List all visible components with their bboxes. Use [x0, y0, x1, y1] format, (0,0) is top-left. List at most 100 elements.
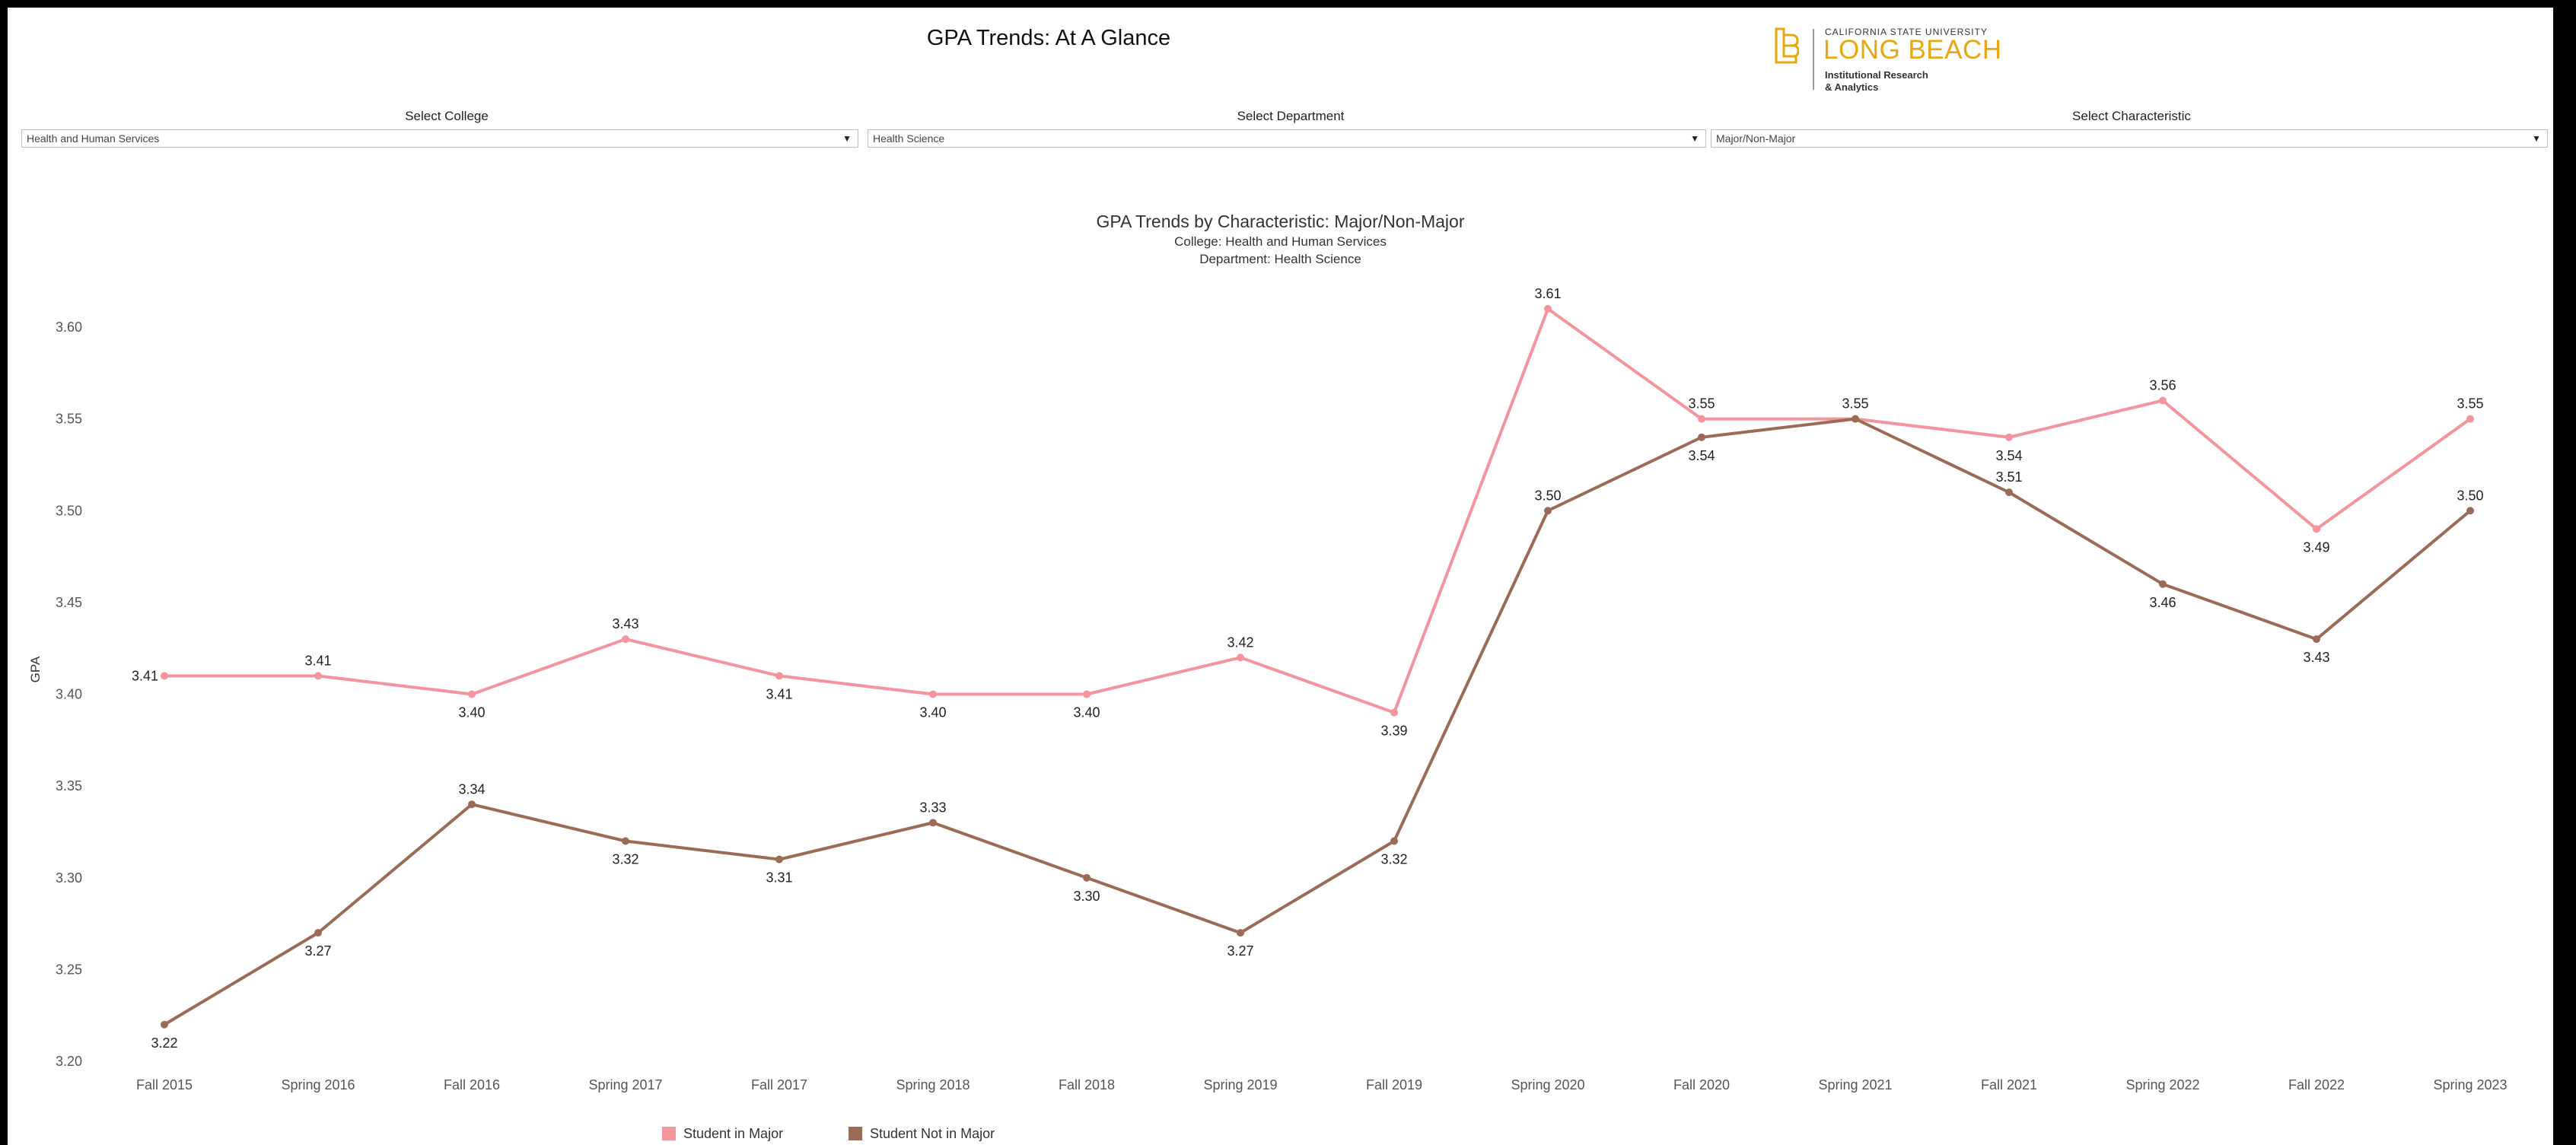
y-tick-label: 3.40: [56, 687, 82, 702]
data-point: [2466, 415, 2474, 423]
data-label: 3.54: [1995, 448, 2022, 463]
data-point: [775, 672, 783, 680]
x-tick-label: Spring 2018: [896, 1077, 970, 1093]
logo-campus-name: LONG BEACH: [1823, 35, 2002, 65]
legend-item-student-in-major[interactable]: Student in Major: [662, 1126, 783, 1142]
data-point: [2313, 635, 2320, 644]
data-label: 3.40: [458, 705, 485, 720]
data-point: [1390, 837, 1398, 845]
y-tick-label: 3.45: [56, 595, 82, 610]
data-point: [2159, 580, 2167, 588]
data-point: [1237, 929, 1244, 937]
chart-title: GPA Trends by Characteristic: Major/Non-…: [1096, 212, 1465, 231]
logo-university-line: CALIFORNIA STATE UNIVERSITY: [1825, 27, 1988, 37]
data-point: [1852, 415, 1859, 423]
data-point: [622, 837, 629, 845]
select-college-label: Select College: [405, 109, 489, 123]
legend-item-student-not-in-major[interactable]: Student Not in Major: [849, 1126, 995, 1142]
y-tick-label: 3.55: [56, 412, 82, 427]
x-tick-label: Spring 2019: [1203, 1077, 1277, 1093]
chart-subtitle-college: College: Health and Human Services: [1174, 234, 1387, 249]
data-label: 3.61: [1534, 286, 1561, 301]
data-point: [1698, 415, 1705, 423]
select-department-value: Health Science: [873, 132, 945, 145]
data-point: [314, 929, 322, 937]
select-college-dropdown[interactable]: Health and Human Services ▼: [21, 129, 858, 148]
data-point: [2313, 525, 2320, 533]
data-label: 3.40: [1073, 705, 1100, 720]
data-point: [2159, 396, 2167, 405]
y-tick-label: 3.20: [56, 1054, 82, 1069]
data-point: [468, 800, 476, 809]
x-tick-label: Spring 2023: [2433, 1077, 2507, 1093]
data-point: [1083, 690, 1091, 698]
data-label: 3.51: [1995, 469, 2022, 485]
data-label: 3.32: [612, 852, 638, 867]
series-line-student-in-major: [164, 307, 2472, 714]
data-point: [1237, 654, 1244, 662]
x-tick-label: Fall 2021: [1981, 1077, 2037, 1093]
data-label: 3.41: [766, 686, 792, 701]
data-label: 3.41: [132, 668, 158, 683]
data-label: 3.27: [1227, 943, 1253, 959]
data-label: 3.40: [919, 705, 946, 720]
data-point: [314, 672, 322, 680]
x-tick-label: Fall 2022: [2288, 1077, 2345, 1093]
data-label: 3.34: [458, 781, 485, 797]
data-label: 3.55: [2457, 396, 2483, 412]
dashboard: GPA Trends: At A Glance CALIFORNIA STATE…: [8, 8, 2553, 1145]
legend-label-major: Student in Major: [683, 1126, 784, 1141]
chart-subtitle-department: Department: Health Science: [1199, 252, 1361, 266]
x-tick-label: Fall 2020: [1673, 1077, 1730, 1093]
y-tick-label: 3.50: [56, 503, 82, 518]
x-tick-label: Fall 2019: [1366, 1077, 1422, 1093]
data-label: 3.55: [1688, 396, 1715, 412]
select-department-label: Select Department: [1237, 109, 1345, 123]
select-characteristic-label: Select Characteristic: [2072, 109, 2191, 123]
logo-divider: [1813, 29, 1814, 90]
select-department-dropdown[interactable]: Health Science ▼: [868, 129, 1706, 148]
data-point: [622, 635, 629, 644]
data-label: 3.54: [1688, 448, 1715, 463]
data-label: 3.32: [1380, 852, 1407, 867]
data-point: [161, 1020, 168, 1029]
x-tick-label: Spring 2022: [2125, 1077, 2199, 1093]
x-tick-label: Fall 2018: [1059, 1077, 1115, 1093]
data-point: [929, 690, 937, 698]
legend-swatch-major: [662, 1127, 676, 1140]
data-label: 3.41: [304, 653, 331, 668]
select-characteristic-value: Major/Non-Major: [1716, 132, 1796, 145]
data-label: 3.50: [1534, 488, 1561, 503]
data-label: 3.43: [612, 616, 638, 631]
y-tick-label: 3.35: [56, 778, 82, 794]
page-title: GPA Trends: At A Glance: [926, 26, 1171, 50]
data-label: 3.50: [2457, 488, 2483, 503]
legend-swatch-non-major: [849, 1127, 862, 1140]
logo-department-line2: & Analytics: [1825, 81, 1879, 93]
data-label: 3.30: [1073, 889, 1100, 904]
y-tick-label: 3.60: [56, 320, 82, 335]
data-point: [1698, 433, 1705, 441]
x-tick-label: Spring 2021: [1818, 1077, 1892, 1093]
data-point: [161, 672, 168, 680]
data-point: [1390, 708, 1398, 717]
data-point: [1083, 873, 1091, 882]
y-tick-label: 3.25: [56, 962, 82, 977]
x-tick-label: Spring 2017: [588, 1077, 662, 1093]
y-axis-title: GPA: [28, 656, 43, 682]
logo-department-line1: Institutional Research: [1825, 69, 1928, 81]
x-tick-label: Fall 2015: [136, 1077, 193, 1093]
y-tick-label: 3.30: [56, 870, 82, 886]
data-label: 3.55: [1842, 396, 1868, 412]
data-label: 3.22: [151, 1035, 177, 1051]
chevron-down-icon: ▼: [2532, 133, 2541, 144]
data-point: [2005, 433, 2013, 441]
data-point: [1544, 507, 1552, 515]
lb-logo-icon: [1775, 27, 1799, 64]
data-label: 3.49: [2303, 539, 2329, 555]
select-characteristic-dropdown[interactable]: Major/Non-Major ▼: [1711, 129, 2548, 148]
x-tick-label: Spring 2020: [1511, 1077, 1584, 1093]
data-point: [1544, 304, 1552, 313]
chevron-down-icon: ▼: [1690, 133, 1699, 144]
data-label: 3.42: [1227, 635, 1253, 650]
